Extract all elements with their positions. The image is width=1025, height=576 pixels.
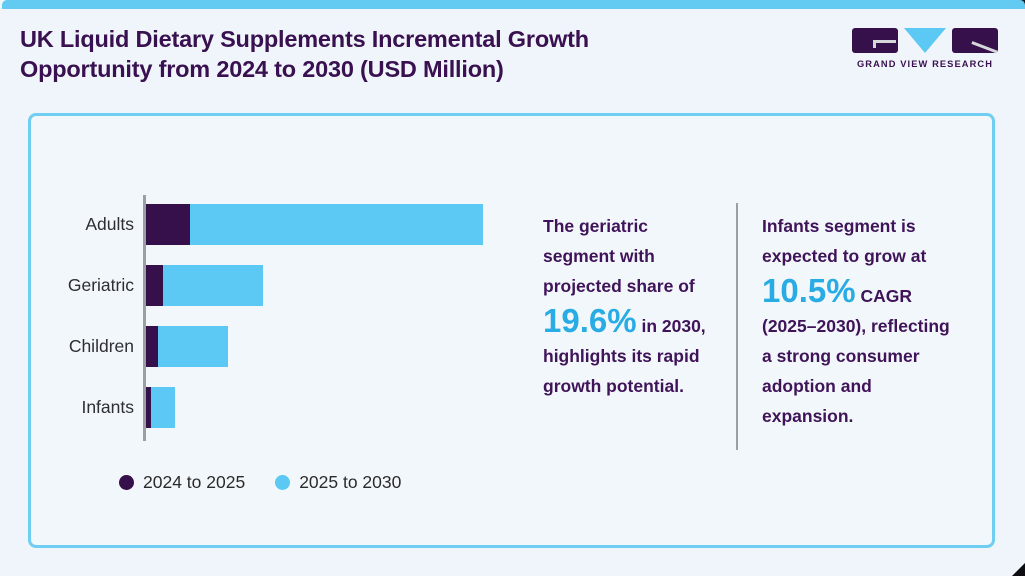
chart-legend: 2024 to 2025 2025 to 2030: [119, 472, 401, 493]
legend-dot-2024-2025: [119, 475, 134, 490]
bar-segment-2024-to-2025: [146, 265, 163, 306]
category-label: Adults: [85, 214, 134, 234]
bottom-right-corner-artifact: [1012, 563, 1025, 576]
bar-segment-2025-to-2030: [190, 204, 483, 245]
legend-label: 2025 to 2030: [299, 472, 402, 492]
bar-segment-2024-to-2025: [146, 387, 151, 428]
stacked-bar: [146, 265, 263, 306]
category-label: Infants: [81, 397, 134, 417]
bar-segment-2024-to-2025: [146, 204, 190, 245]
vertical-divider: [736, 203, 738, 450]
insight-geriatric: The geriatric segment with projected sha…: [543, 211, 723, 401]
insight-stat-value: 19.6%: [543, 302, 637, 339]
top-accent-strip: [2, 0, 1025, 9]
chart-row: Infants: [0, 387, 483, 428]
bar-segment-2025-to-2030: [158, 326, 228, 367]
insight-text: in 2030, highlights its rapid growth pot…: [543, 316, 706, 396]
stacked-bar: [146, 387, 175, 428]
bar-segment-2025-to-2030: [163, 265, 263, 306]
insight-text: CAGR (2025–2030), reflecting a strong co…: [762, 286, 950, 426]
insight-text: Infants segment is expected to grow at: [762, 216, 927, 266]
page-title: UK Liquid Dietary Supplements Incrementa…: [20, 26, 589, 82]
chart-row: Children: [0, 326, 483, 367]
stacked-bar: [146, 204, 483, 245]
category-label: Geriatric: [67, 275, 134, 295]
chart-rows: Adults Geriatric Children Infants: [0, 204, 483, 448]
grand-view-research-logo: GRAND VIEW RESEARCH: [852, 28, 998, 69]
category-label: Children: [68, 336, 134, 356]
insight-infants: Infants segment is expected to grow at 1…: [762, 211, 954, 431]
legend-label: 2024 to 2025: [143, 472, 246, 492]
insight-stat-value: 10.5%: [762, 272, 856, 309]
chart-row: Adults: [0, 204, 483, 245]
logo-letter-r-icon: [952, 28, 998, 53]
stacked-bar: [146, 326, 228, 367]
bar-segment-2025-to-2030: [151, 387, 175, 428]
gvr-logo-icon: [852, 28, 998, 53]
logo-brand-text: GRAND VIEW RESEARCH: [856, 59, 994, 69]
legend-item: 2024 to 2025: [119, 472, 245, 493]
chart-row: Geriatric: [0, 265, 483, 306]
chart-axis-line: [143, 195, 146, 441]
logo-letter-g-icon: [852, 28, 898, 53]
legend-dot-2025-2030: [275, 475, 291, 490]
bar-segment-2024-to-2025: [146, 326, 158, 367]
logo-letter-v-icon: [904, 28, 946, 53]
legend-item: 2025 to 2030: [275, 472, 401, 493]
insight-text: The geriatric segment with projected sha…: [543, 216, 695, 296]
